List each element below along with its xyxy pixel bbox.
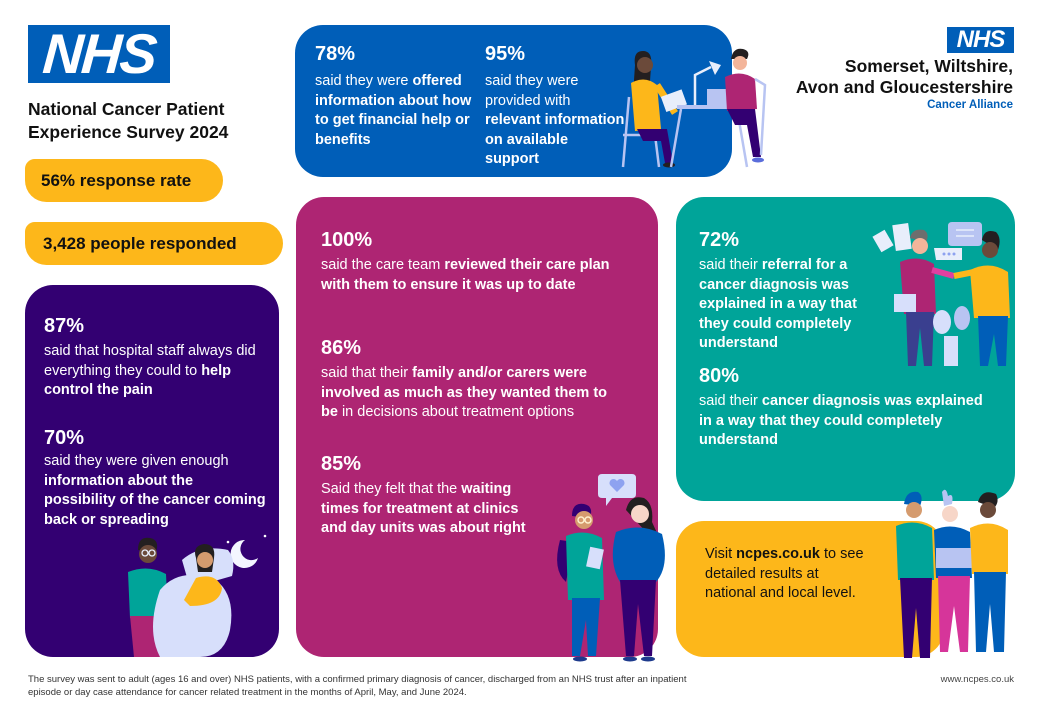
stat-text-bold: help control the pain (44, 362, 231, 399)
stat-percent: 78% (315, 43, 356, 65)
response-rate-text: 56% response rate (41, 170, 192, 190)
stat-text-regular: said that hospital staff always did ever… (44, 343, 256, 379)
response-rate-badge: 56% response rate (25, 159, 223, 202)
stat-text-regular: said they were (315, 73, 409, 89)
stat-80: 80% said their cancer diagnosis was expl… (699, 364, 999, 451)
stat-text-bold: waiting times for treatment at clinics a… (321, 481, 526, 536)
stat-text-regular: said that their (321, 365, 409, 381)
plant-icon (933, 306, 970, 366)
diagnosis-explanation-card: 72% said their referral for a cancer dia… (676, 197, 1015, 501)
speech-bubbles-icon (934, 222, 982, 260)
stat-percent: 86% (321, 337, 362, 359)
survey-footnote: The survey was sent to adult (ages 16 an… (28, 674, 687, 698)
stat-percent: 72% (699, 229, 740, 251)
stat-text-bold: relevant information on available suppor… (485, 112, 625, 167)
stat-text-regular: said they were provided with (485, 73, 579, 109)
stat-text-bold: referral for a cancer diagnosis was expl… (699, 257, 857, 351)
stat-70: 70% said they were given enough informat… (44, 426, 266, 530)
stat-78: 78% said they were offered information a… (315, 42, 475, 150)
nurse-figure (557, 503, 604, 662)
stat-description: said they were offered information about… (315, 72, 475, 150)
document-icons (872, 223, 912, 253)
stat-description: said that hospital staff always did ever… (44, 342, 266, 401)
page-title-line1: National Cancer Patient (28, 99, 225, 119)
stat-percent: 85% (321, 453, 362, 475)
stat-text-regular: said they were given enough (44, 453, 229, 469)
man-yellow-figure (970, 492, 1008, 652)
nhs-logo-text: NHS (40, 22, 158, 85)
stat-text-regular: in decisions about treatment options (341, 404, 575, 420)
alliance-name: Somerset, Wiltshire, Avon and Gloucester… (796, 56, 1013, 112)
stat-85: 85% Said they felt that the waiting time… (321, 452, 526, 539)
man-teal-figure (896, 491, 934, 658)
visit-text-regular: Visit (705, 546, 733, 562)
woman-reading-figure (621, 51, 688, 168)
stat-text-bold: reviewed their care plan with them to en… (321, 257, 610, 293)
stat-text-regular: said the care team (321, 257, 441, 273)
financial-support-card: 78% said they were offered information a… (295, 25, 732, 177)
stat-text-bold: cancer diagnosis was explained in a way … (699, 393, 983, 448)
alliance-nhs-logo: NHS (947, 27, 1014, 53)
respondents-text: 3,428 people responded (43, 233, 237, 253)
page-title: National Cancer Patient Experience Surve… (28, 98, 228, 144)
alliance-line2: Avon and Gloucestershire (795, 77, 1013, 97)
older-woman-figure (934, 489, 972, 652)
handshake-illustration (872, 222, 1010, 366)
two-women-illustration (557, 474, 665, 662)
stat-percent: 95% (485, 43, 526, 65)
stat-percent: 80% (699, 365, 740, 387)
stat-72: 72% said their referral for a cancer dia… (699, 228, 884, 354)
respondents-badge: 3,428 people responded (25, 222, 283, 265)
stat-description: said the care team reviewed their care p… (321, 256, 621, 295)
stat-description: said they were given enough information … (44, 452, 266, 530)
stat-95: 95% said they were provided with relevan… (485, 42, 625, 170)
stat-text-regular: said their (699, 257, 758, 273)
stat-description: said that their family and/or carers wer… (321, 364, 621, 423)
ncpes-link[interactable]: ncpes.co.uk (736, 546, 820, 562)
alliance-line3: Cancer Alliance (927, 99, 1013, 111)
alliance-nhs-logo-text: NHS (956, 26, 1006, 53)
stat-86: 86% said that their family and/or carers… (321, 336, 621, 423)
stat-description: Said they felt that the waiting times fo… (321, 480, 526, 539)
nhs-logo: NHS (28, 22, 170, 85)
visit-text: Visit ncpes.co.uk to see detailed result… (705, 545, 865, 604)
bedside-illustration (128, 534, 267, 657)
man-laptop-figure (725, 48, 767, 163)
desk-illustration (621, 48, 767, 168)
moon-icon (226, 534, 267, 568)
stat-text-bold: family and/or carers were involved as mu… (321, 365, 608, 420)
patient-in-bed-figure (153, 544, 234, 657)
stat-description: said they were provided with relevant in… (485, 72, 625, 170)
stat-87: 87% said that hospital staff always did … (44, 314, 266, 401)
heart-speech-bubble-icon (598, 474, 636, 506)
stat-percent: 70% (44, 427, 85, 449)
stat-text-bold: information about the possibility of the… (44, 472, 266, 528)
stat-text-regular: said their (699, 393, 758, 409)
stat-description: said their cancer diagnosis was explaine… (699, 392, 999, 451)
three-people-illustration (896, 489, 1008, 658)
stat-description: said their referral for a cancer diagnos… (699, 256, 884, 354)
stat-100: 100% said the care team reviewed their c… (321, 228, 621, 295)
stat-percent: 87% (44, 315, 85, 337)
alliance-line1: Somerset, Wiltshire, (844, 56, 1013, 76)
stat-text-regular: Said they felt that the (321, 481, 458, 497)
stat-text-bold: offered information about how to get fin… (315, 73, 472, 148)
woman-blue-sweater-figure (612, 497, 665, 662)
woman-glasses-figure (953, 231, 1010, 366)
man-figure (894, 229, 955, 366)
visit-text-regular: to see detailed results at national and … (705, 546, 864, 601)
stat-percent: 100% (321, 229, 373, 251)
footer-url[interactable]: www.ncpes.co.uk (940, 674, 1014, 685)
page-title-line2: Experience Survey 2024 (28, 122, 229, 142)
